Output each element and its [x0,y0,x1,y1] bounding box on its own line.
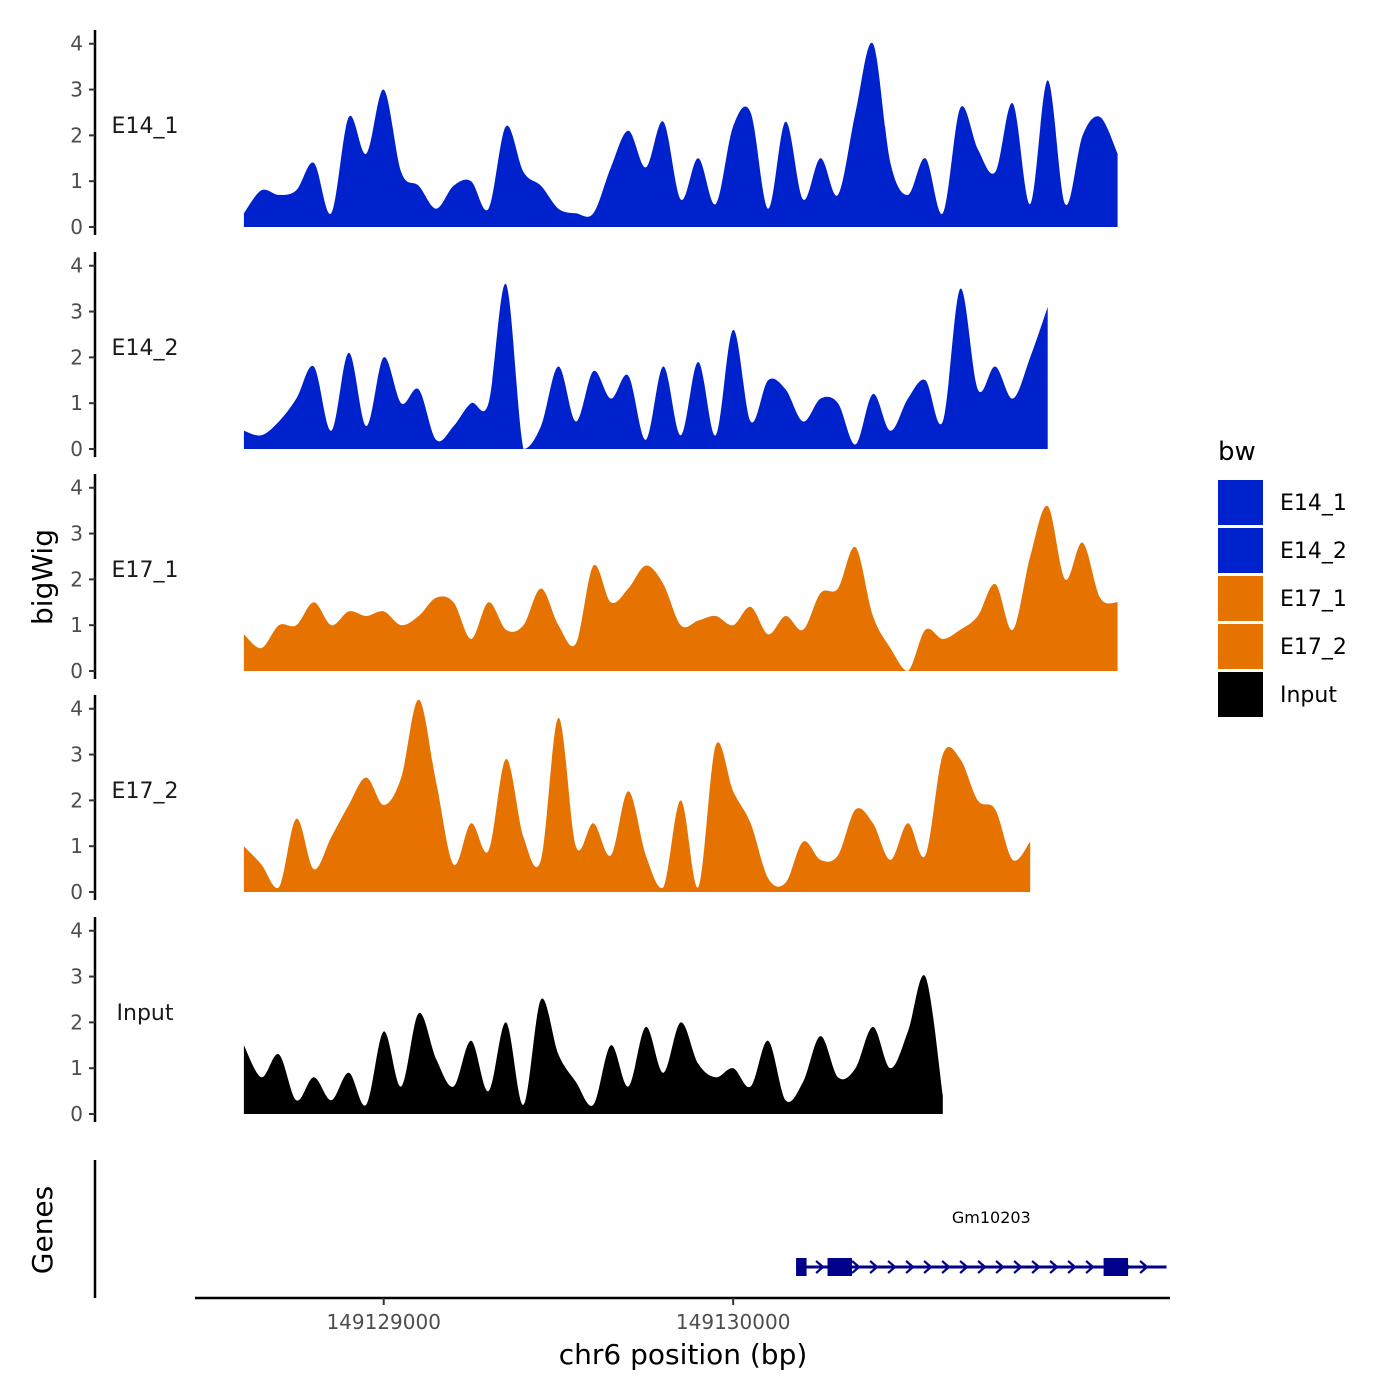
y-tick-label: 0 [70,215,83,239]
y-tick-label: 1 [70,613,83,637]
strand-arrow [923,1260,933,1274]
strand-arrow [941,1260,951,1274]
y-tick-label: 4 [70,32,83,56]
y-tick-label: 1 [70,169,83,193]
y-tick-label: 4 [70,697,83,721]
y-tick-label: 2 [70,1010,83,1034]
gene-exon [796,1258,807,1276]
track-label-e17-2: E17_2 [112,779,179,804]
legend-key-input [1218,672,1263,717]
y-tick-label: 4 [70,254,83,278]
legend-key-e17-2 [1218,624,1263,669]
strand-arrow [977,1260,987,1274]
y-tick-label: 3 [70,522,83,546]
legend-title: bw [1218,437,1256,467]
y-tick-label: 2 [70,345,83,369]
y-tick-label: 3 [70,300,83,324]
y-tick-label: 3 [70,965,83,989]
y-tick-label: 3 [70,78,83,102]
strand-arrow [959,1260,969,1274]
legend-key-e17-1 [1218,576,1263,621]
strand-arrow [1139,1260,1149,1274]
legend-label: E17_2 [1280,635,1347,660]
strand-arrow [1049,1260,1059,1274]
y-tick-label: 0 [70,437,83,461]
y-tick-label: 2 [70,788,83,812]
x-axis-title: chr6 position (bp) [559,1338,808,1371]
y-axis-title: bigWig [26,529,59,625]
x-axis: 149129000 149130000 [195,1296,1170,1334]
strand-arrow [1067,1260,1077,1274]
x-tick-label: 149130000 [676,1310,791,1334]
legend-label: E14_2 [1280,539,1347,564]
legend: bw E14_1 E14_2 E17_1 E17_2 Input [1218,437,1347,717]
y-tick-label: 2 [70,123,83,147]
strand-arrow [1031,1260,1041,1274]
gene-exon [1103,1258,1129,1276]
x-tick-label: 149129000 [326,1310,441,1334]
gene-exon [827,1258,852,1276]
strand-arrow [905,1260,915,1274]
strand-arrow [851,1260,861,1274]
y-tick-label: 4 [70,476,83,500]
y-tick-label: 0 [70,659,83,683]
track-label-input: Input [117,1001,174,1026]
strand-arrow [995,1260,1005,1274]
y-tick-label: 4 [70,919,83,943]
y-axes: 0 1 2 3 4 E14_1 0 1 2 3 4 E14_2 0 1 2 3 4 E17_1 0 1 2 3 4 E17_2… [70,30,178,1126]
y-tick-label: 1 [70,1056,83,1080]
gene-name-label: Gm10203 [952,1208,1031,1227]
genes-axis-title: Genes [26,1186,59,1274]
legend-key-e14-1 [1218,480,1263,525]
y-tick-label: 1 [70,391,83,415]
legend-label: E14_1 [1280,491,1347,516]
y-tick-label: 3 [70,743,83,767]
track-label-e17-1: E17_1 [112,558,179,583]
area-series-e17-2 [243,699,1031,892]
strand-arrow [869,1260,879,1274]
track-label-e14-2: E14_2 [112,336,179,361]
strand-arrow [815,1260,825,1274]
y-tick-label: 1 [70,834,83,858]
area-series-input [243,975,943,1114]
legend-label: Input [1280,683,1337,708]
y-tick-label: 2 [70,567,83,591]
legend-label: E17_1 [1280,587,1347,612]
y-tick-label: 0 [70,880,83,904]
y-tick-label: 0 [70,1102,83,1126]
genes-panel: Gm10203 [93,1160,1167,1298]
bigwig-tracks [243,42,1118,1114]
strand-arrow [1013,1260,1023,1274]
legend-key-e14-2 [1218,528,1263,573]
strand-arrow [1085,1260,1095,1274]
track-label-e14-1: E14_1 [112,114,179,139]
area-series-e14-2 [243,283,1048,449]
area-series-e17-1 [243,505,1118,671]
strand-arrow [887,1260,897,1274]
area-series-e14-1 [243,42,1118,227]
